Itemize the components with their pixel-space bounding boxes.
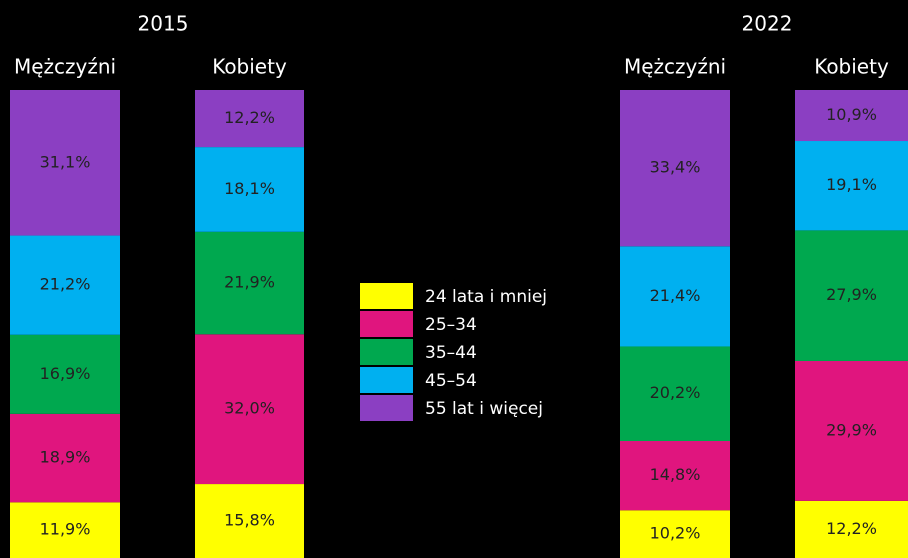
bar-segment: [195, 484, 304, 558]
data-label: 29,9%: [826, 420, 877, 439]
legend-swatch: [360, 311, 413, 337]
group-title: 2015: [138, 12, 189, 36]
data-label: 12,2%: [224, 108, 275, 127]
bar-segment: [195, 334, 304, 485]
bar-segment: [10, 334, 120, 414]
data-label: 33,4%: [650, 158, 701, 177]
category-label: Kobiety: [814, 55, 889, 79]
data-label: 18,1%: [224, 179, 275, 198]
bar-segment: [620, 90, 730, 247]
data-label: 10,2%: [650, 524, 701, 543]
bar-segment: [10, 502, 120, 558]
data-label: 21,9%: [224, 273, 275, 292]
data-label: 12,2%: [826, 519, 877, 538]
bar-segment: [620, 346, 730, 441]
category-label: Mężczyźni: [624, 55, 726, 79]
data-label: 32,0%: [224, 399, 275, 418]
data-label: 21,4%: [650, 286, 701, 305]
bar-segment: [620, 510, 730, 558]
bar-segment: [195, 90, 304, 148]
bar-segment: [620, 441, 730, 511]
legend-swatch: [360, 367, 413, 393]
data-label: 18,9%: [40, 448, 91, 467]
data-label: 19,1%: [826, 175, 877, 194]
legend-label: 24 lata i mniej: [425, 287, 547, 307]
bar-segment: [795, 500, 908, 558]
category-label: Kobiety: [212, 55, 287, 79]
bar-segment: [195, 147, 304, 232]
bar-segment: [795, 230, 908, 361]
data-label: 16,9%: [40, 364, 91, 383]
legend-swatch: [360, 395, 413, 421]
group-title: 2022: [742, 12, 793, 36]
data-label: 14,8%: [650, 465, 701, 484]
legend-swatch: [360, 339, 413, 365]
data-label: 10,9%: [826, 105, 877, 124]
bar-segment: [795, 90, 908, 142]
bar-segment: [195, 231, 304, 335]
bar-segment: [795, 141, 908, 231]
data-label: 31,1%: [40, 152, 91, 171]
legend-label: 55 lat i więcej: [425, 399, 543, 419]
legend-label: 35–44: [425, 343, 477, 363]
data-label: 20,2%: [650, 383, 701, 402]
data-label: 11,9%: [40, 520, 91, 539]
data-label: 27,9%: [826, 285, 877, 304]
bar-segment: [10, 235, 120, 335]
bar-segment: [795, 360, 908, 501]
bar-segment: [620, 246, 730, 347]
data-label: 21,2%: [40, 275, 91, 294]
legend-label: 45–54: [425, 371, 477, 391]
bar-segment: [10, 413, 120, 503]
legend-swatch: [360, 283, 413, 309]
category-label: Mężczyźni: [14, 55, 116, 79]
legend-label: 25–34: [425, 315, 477, 335]
bar-segment: [10, 90, 120, 236]
data-label: 15,8%: [224, 511, 275, 530]
